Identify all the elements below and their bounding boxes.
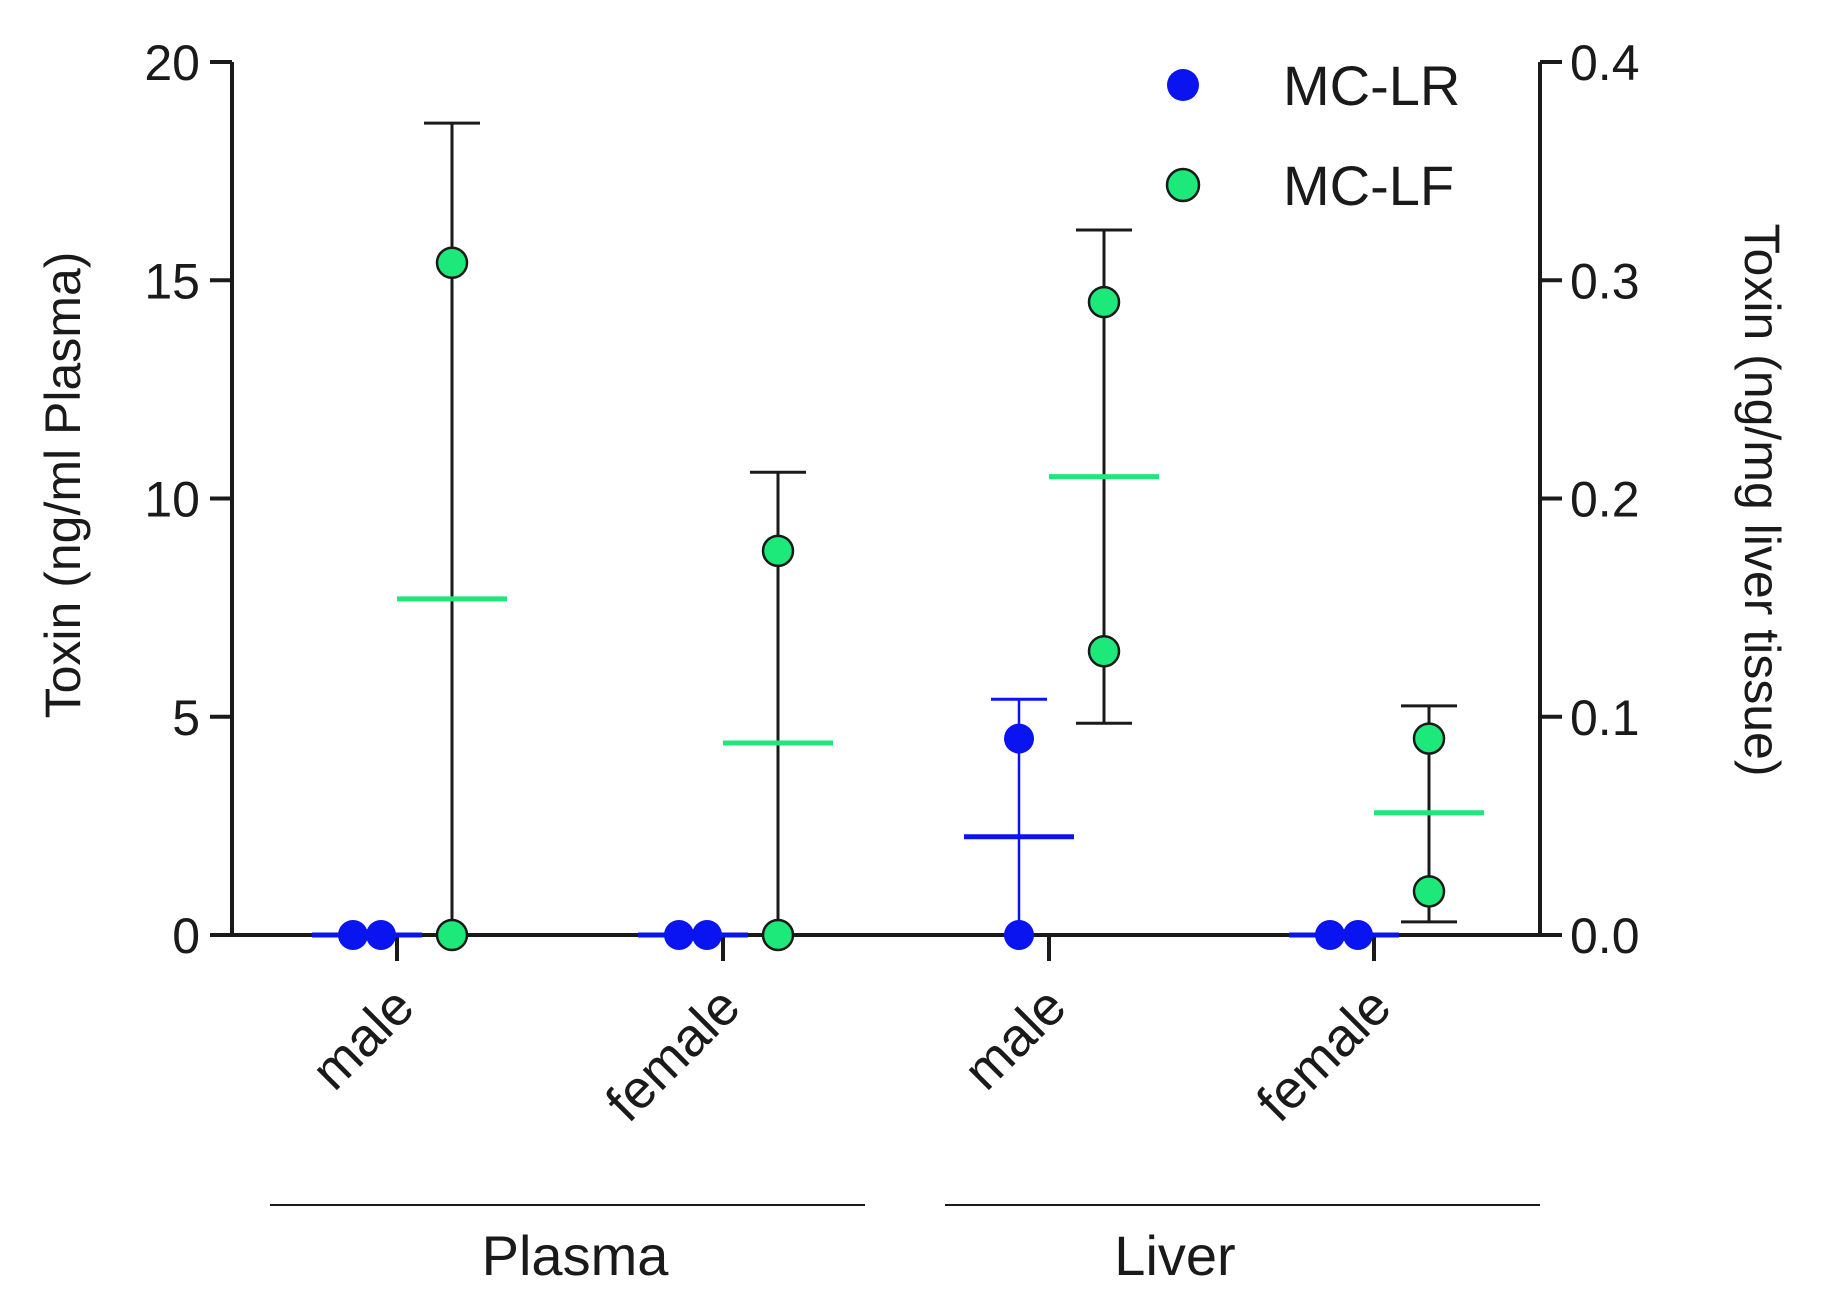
data-point	[435, 918, 469, 952]
group-label-plasma: Plasma	[482, 1224, 670, 1287]
data-point	[761, 534, 795, 568]
left-tick-label: 10	[144, 472, 200, 528]
group-label-liver: Liver	[1114, 1224, 1235, 1287]
data-point	[435, 246, 469, 280]
right-tick-label: 0.1	[1570, 690, 1640, 746]
left-axis-title: Toxin (ng/ml Plasma)	[35, 252, 91, 719]
data-point	[1412, 875, 1446, 908]
left-tick-label: 15	[144, 253, 200, 309]
legend-label: MC-LF	[1283, 154, 1454, 217]
right-tick-label: 0.2	[1570, 472, 1640, 528]
category-label: male	[952, 976, 1077, 1101]
data-point	[1004, 723, 1034, 754]
right-tick-label: 0.4	[1570, 35, 1640, 91]
category-label: female	[594, 976, 751, 1133]
right-tick-label: 0.3	[1570, 253, 1640, 309]
data-point	[1343, 920, 1373, 950]
legend-marker	[1167, 69, 1199, 101]
category-label: male	[300, 976, 425, 1101]
data-point	[338, 920, 368, 950]
left-tick-label: 0	[172, 908, 200, 964]
legend-marker	[1165, 167, 1201, 203]
right-axis-title: Toxin (ng/mg liver tissue)	[1734, 224, 1790, 777]
data-point	[1087, 635, 1121, 668]
legend-label: MC-LR	[1283, 54, 1460, 117]
left-tick-label: 5	[172, 690, 200, 746]
data-point	[664, 920, 694, 950]
right-tick-label: 0.0	[1570, 908, 1640, 964]
left-tick-label: 20	[144, 35, 200, 91]
data-point	[1004, 920, 1034, 950]
data-point	[1315, 920, 1345, 950]
data-point	[761, 918, 795, 952]
category-label: female	[1245, 976, 1402, 1133]
data-point	[692, 920, 722, 950]
data-point	[1087, 285, 1121, 319]
data-point	[366, 920, 396, 950]
data-point	[1412, 722, 1446, 755]
legend: MC-LR MC-LF	[1165, 54, 1460, 217]
